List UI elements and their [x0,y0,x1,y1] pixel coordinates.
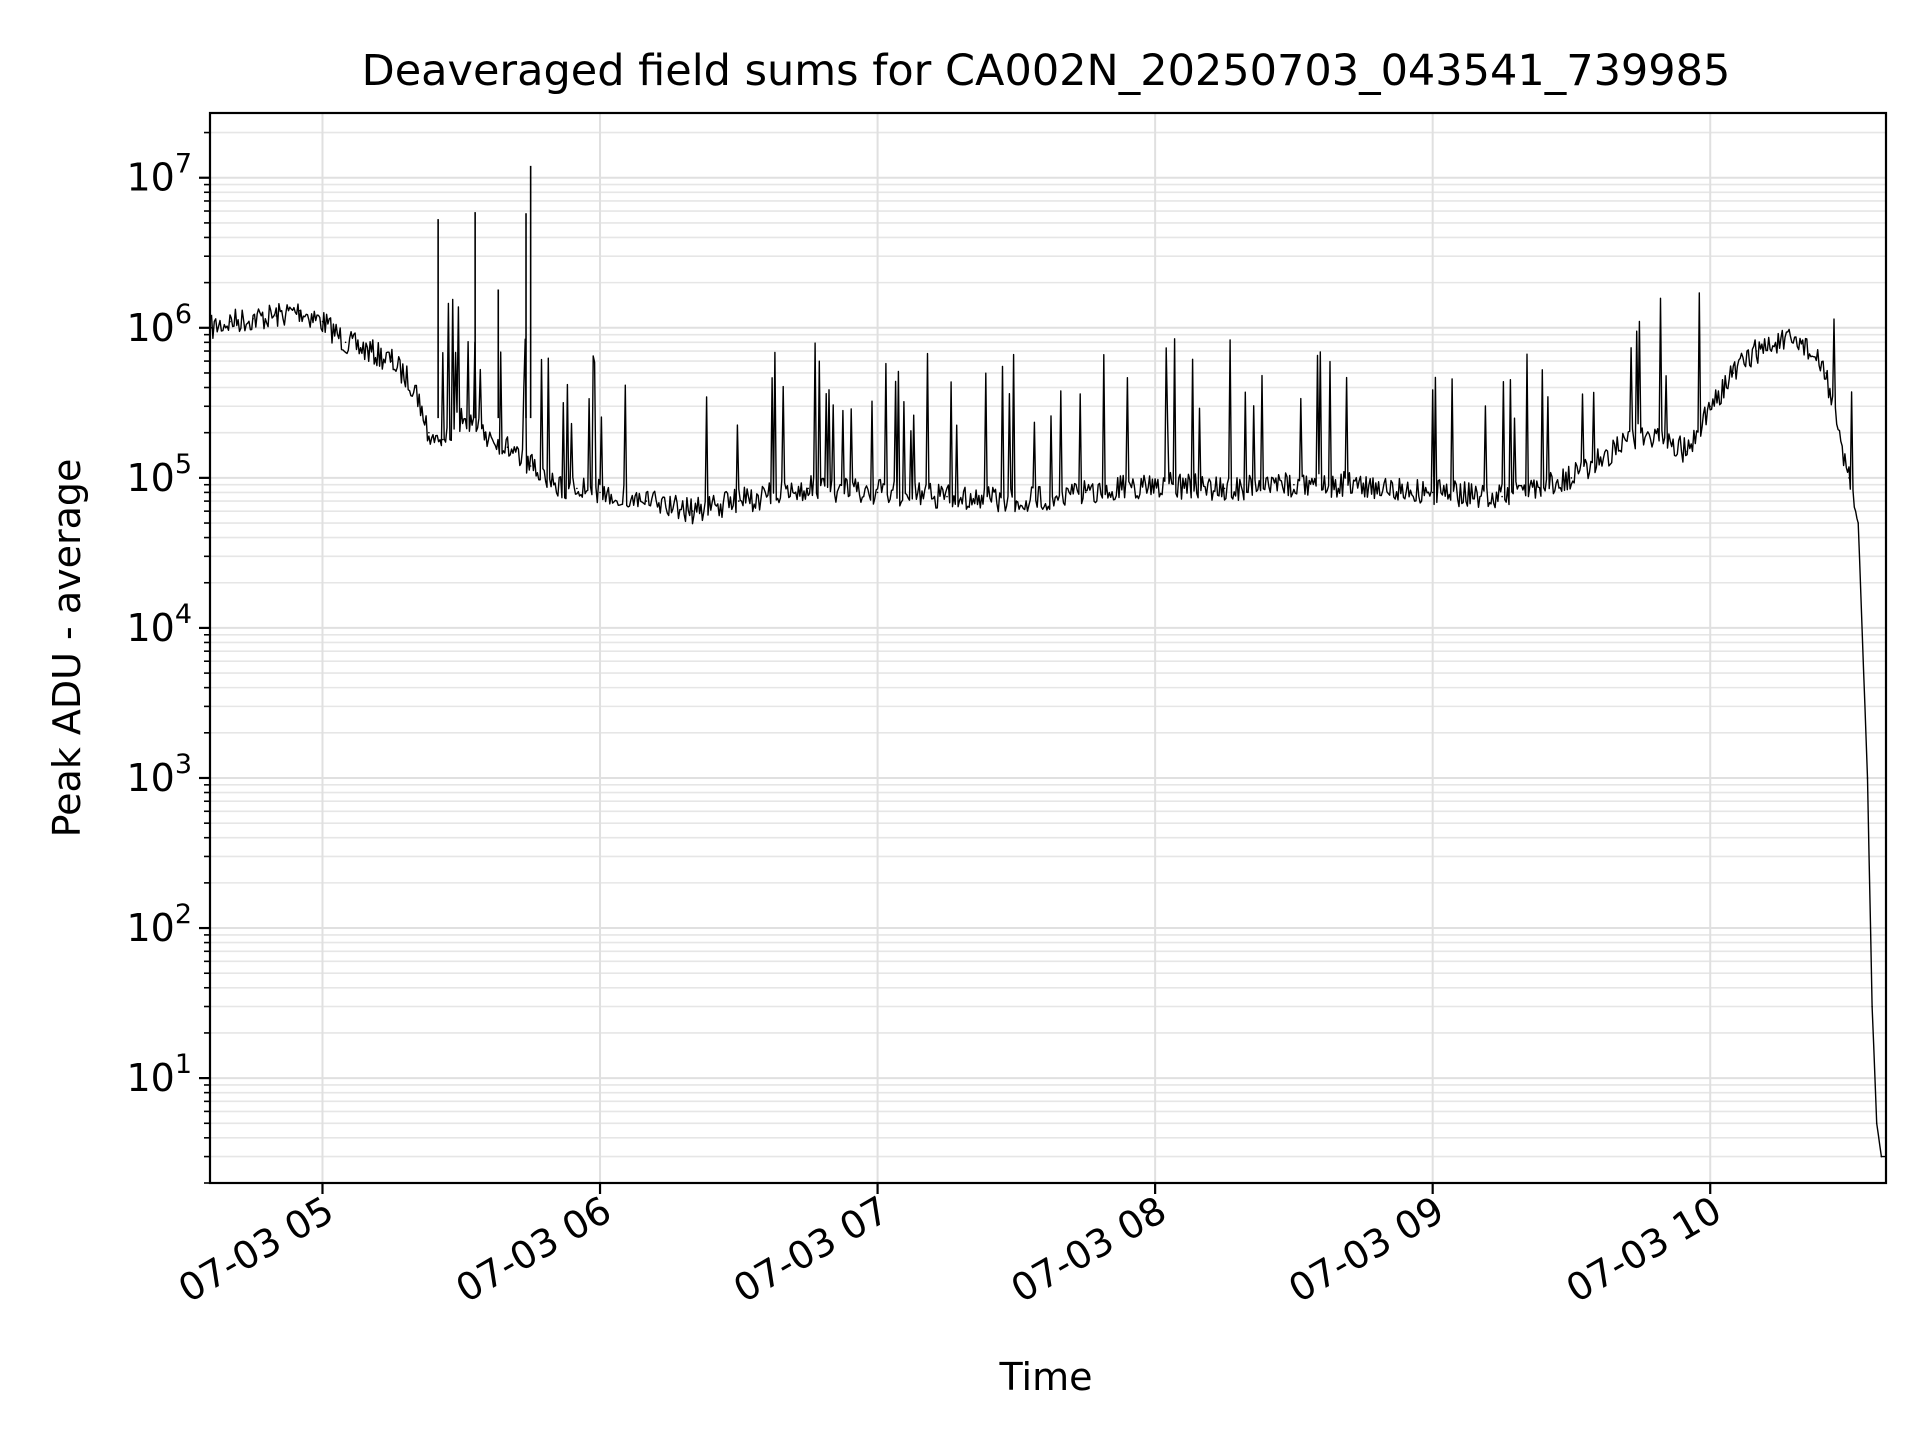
data-point [1686,450,1688,453]
data-point [1501,495,1503,498]
data-point [576,487,578,490]
data-point [1570,477,1573,479]
data-point [1084,491,1087,494]
data-point [391,360,393,362]
data-point [428,431,430,434]
data-point [529,465,532,467]
data-point [1825,372,1827,374]
data-point [298,309,301,312]
data-point [483,431,486,434]
y-axis: 101 102 103 104 105 106 107 [126,131,210,1184]
data-point [460,417,463,419]
data-point [506,446,509,449]
data-point [275,315,278,317]
series-group [210,165,1886,1158]
data-point [691,510,694,512]
data-point [1015,500,1018,502]
data-point [1431,491,1434,494]
data-point [1362,483,1365,486]
data-point [229,320,231,323]
data-point [1223,487,1226,490]
data-layer [210,165,1886,1158]
y-tick-label: 104 [126,599,192,650]
y-tick-label: 101 [126,1049,192,1100]
data-point [1880,1155,1883,1158]
data-point [738,500,740,502]
y-axis-label: Peak ADU - average [45,459,89,838]
y-tick-label: 105 [126,449,192,500]
data-point [553,483,555,486]
y-tick-label: 106 [126,299,192,350]
y-tick-label: 103 [126,749,192,800]
data-point [1857,522,1859,524]
x-axis-label: Time [999,1355,1093,1399]
data-point [252,317,254,320]
data-point [599,491,601,494]
data-point [1875,1122,1878,1125]
data-point [1866,777,1869,779]
data-point [442,438,444,441]
data-point [367,350,370,352]
y-tick-label: 107 [126,149,192,200]
plot-frame [208,111,1888,1185]
data-point [1755,350,1758,352]
data-point [807,487,809,490]
data-point [414,386,416,389]
data-point [1732,372,1735,374]
data-point [1778,341,1781,344]
data-point [645,500,648,502]
data-point [1801,341,1804,344]
data-point [876,491,879,494]
y-tick-label: 102 [126,899,192,950]
data-point [1154,483,1156,486]
data-point [1848,477,1850,479]
data-point [1293,483,1295,486]
grid [210,113,1886,1184]
data-point [1709,405,1711,408]
chart-title: Deaveraged field sums for CA002N_2025070… [362,46,1731,96]
data-point [344,341,347,344]
data-point [1640,431,1642,434]
data-point [1871,1005,1873,1008]
data-point [946,495,948,498]
data-point [321,320,324,323]
series-line [210,292,1886,1158]
